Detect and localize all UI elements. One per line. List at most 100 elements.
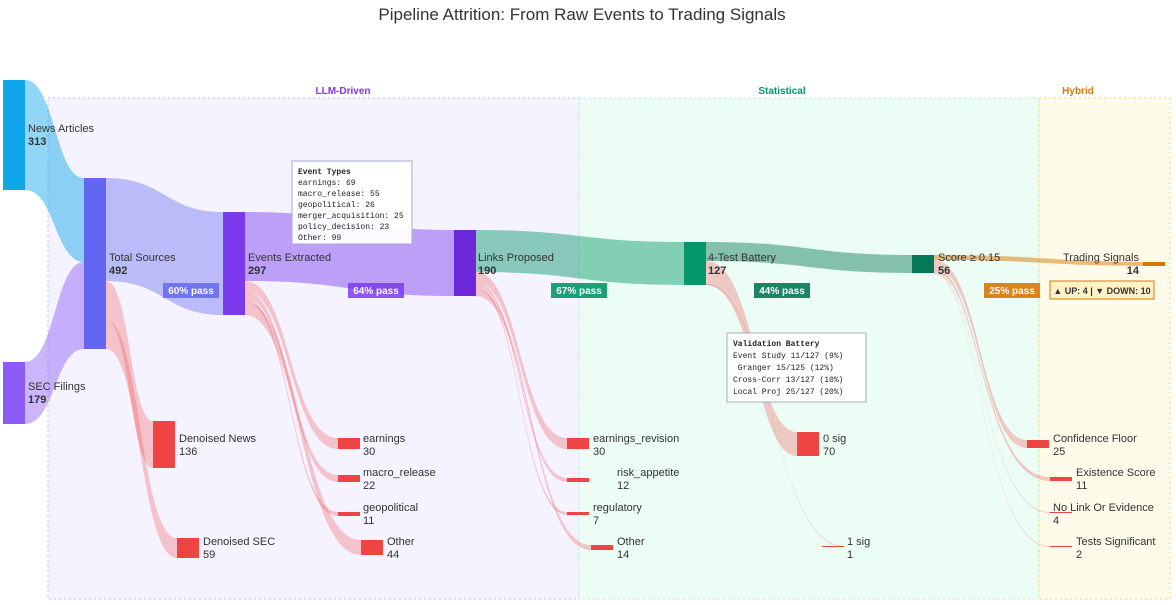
label-ev-geo: geopolitical (363, 502, 418, 514)
label-conf-floor: Confidence Floor (1053, 433, 1137, 445)
label-denoised-sec: Denoised SEC (203, 536, 275, 548)
value-tests-sig: 2 (1076, 549, 1082, 561)
event-types-line-2: macro_release: 55 (298, 190, 380, 199)
validation-box-bg (726, 332, 867, 403)
node-ev-other[interactable] (361, 540, 383, 555)
label-lk-other: Other (617, 536, 645, 548)
link-score-signals (934, 255, 1155, 266)
node-no-link[interactable] (1050, 512, 1072, 513)
signal-badge: ▲ UP: 4 | ▼ DOWN: 10 (1053, 286, 1150, 296)
stage-label-hybrid: Hybrid (1062, 86, 1094, 97)
label-battery: 4-Test Battery (708, 252, 776, 264)
event-types-line-3: geopolitical: 26 (298, 201, 375, 210)
pass-badge-4: 44% pass (759, 286, 805, 297)
node-links[interactable] (454, 230, 476, 296)
node-ev-geo[interactable] (338, 512, 360, 516)
link-news-total (25, 80, 84, 262)
node-tests-sig[interactable] (1050, 546, 1072, 547)
node-denoised-news[interactable] (153, 421, 175, 468)
node-news[interactable] (3, 80, 25, 190)
main-nodes (3, 80, 1165, 424)
label-score: Score ≥ 0.15 (938, 252, 1000, 264)
value-denoised-sec: 59 (203, 549, 215, 561)
validation-line-3: Cross-Corr 13/127 (10%) (733, 376, 843, 385)
value-exist-score: 11 (1076, 480, 1087, 492)
node-exist-score[interactable] (1050, 477, 1072, 481)
stage-region-hybrid (1038, 97, 1171, 600)
event-types-box-bg (291, 160, 413, 245)
node-signals[interactable] (1143, 262, 1165, 266)
label-sig1: 1 sig (847, 536, 870, 548)
value-ev-other: 44 (387, 549, 399, 561)
event-types-line-1: earnings: 69 (298, 179, 356, 188)
label-total: Total Sources (109, 252, 176, 264)
node-sec[interactable] (3, 362, 25, 424)
label-links: Links Proposed (478, 252, 554, 264)
validation-line-2: Granger 15/125 (12%) (733, 364, 834, 373)
node-score[interactable] (912, 255, 934, 273)
label-signals: Trading Signals (1063, 252, 1140, 264)
node-lk-reg[interactable] (567, 512, 589, 515)
value-sig0: 70 (823, 446, 835, 458)
node-lk-risk[interactable] (567, 478, 589, 482)
label-ev-macro: macro_release (363, 467, 436, 479)
validation-box: Validation Battery Event Study 11/127 (9… (726, 332, 867, 403)
label-exist-score: Existence Score (1076, 467, 1155, 479)
event-types-title: Event Types (298, 168, 351, 177)
value-news: 313 (28, 136, 46, 148)
node-lk-earn-rev[interactable] (567, 438, 589, 449)
stage-label-statistical: Statistical (758, 86, 805, 97)
value-no-link: 4 (1053, 515, 1059, 527)
value-sec: 179 (28, 394, 46, 406)
link-total-events (106, 178, 223, 315)
link-sec-total (25, 262, 84, 424)
link-events-earnings (245, 281, 338, 449)
node-battery[interactable] (684, 242, 706, 285)
link-links-battery (476, 230, 684, 285)
validation-line-4: Local Proj 25/127 (20%) (733, 388, 843, 397)
pass-badge-bg-4 (754, 283, 810, 298)
pass-badge-5: 25% pass (989, 286, 1035, 297)
event-types-line-6: Other: 99 (298, 234, 341, 243)
value-denoised-news: 136 (179, 446, 197, 458)
value-ev-macro: 22 (363, 480, 375, 492)
event-types-box: Event Types earnings: 69 macro_release: … (291, 160, 413, 245)
value-sig1: 1 (847, 549, 853, 561)
node-ev-macro[interactable] (338, 475, 360, 482)
value-battery: 127 (708, 265, 726, 277)
value-ev-earnings: 30 (363, 446, 375, 458)
label-lk-reg: regulatory (593, 502, 642, 514)
link-links-earn-rev (476, 272, 567, 449)
value-lk-risk: 12 (617, 480, 629, 492)
label-tests-sig: Tests Significant (1076, 536, 1155, 548)
pass-badge-3: 67% pass (556, 286, 602, 297)
label-sec: SEC Filings (28, 381, 86, 393)
node-events[interactable] (223, 212, 245, 315)
node-denoised-sec[interactable] (177, 538, 199, 558)
label-sig0: 0 sig (823, 433, 846, 445)
node-sig0[interactable] (797, 432, 819, 456)
node-conf-floor[interactable] (1027, 440, 1049, 448)
node-sig1[interactable] (822, 546, 844, 547)
node-labels: News Articles 313 SEC Filings 179 Total … (28, 123, 1155, 561)
label-events: Events Extracted (248, 252, 331, 264)
value-conf-floor: 25 (1053, 446, 1065, 458)
validation-title: Validation Battery (733, 340, 820, 349)
value-signals: 14 (1127, 265, 1140, 277)
validation-line-1: Event Study 11/127 (9%) (733, 352, 843, 361)
node-total[interactable] (84, 178, 106, 349)
value-lk-other: 14 (617, 549, 629, 561)
pass-badge-bg-2 (348, 283, 404, 298)
node-lk-other[interactable] (591, 545, 613, 550)
pass-badges: 60% pass 64% pass 67% pass 44% pass 25% … (163, 283, 1040, 298)
pass-badge-bg-5 (984, 283, 1040, 298)
node-ev-earnings[interactable] (338, 438, 360, 449)
chart-title: Pipeline Attrition: From Raw Events to T… (378, 5, 785, 24)
value-links: 190 (478, 265, 496, 277)
value-total: 492 (109, 265, 127, 277)
pass-badge-bg-3 (551, 283, 607, 298)
event-types-line-4: merger_acquisition: 25 (298, 212, 404, 221)
label-ev-earnings: earnings (363, 433, 406, 445)
